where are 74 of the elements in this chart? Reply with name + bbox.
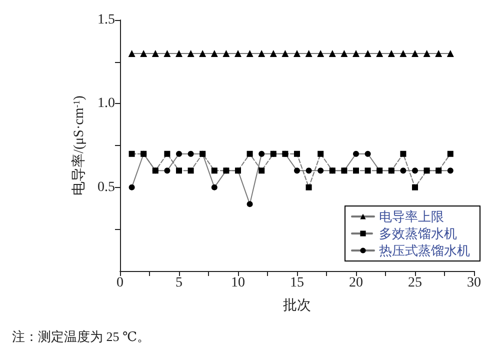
point [294, 150, 300, 157]
text: 注：测定温度为 25 ℃。 [12, 329, 150, 344]
point [294, 50, 300, 57]
y-tick-label: 1.0 [98, 96, 115, 112]
point [294, 168, 300, 174]
point [140, 50, 148, 57]
point [222, 50, 230, 57]
point [246, 201, 253, 208]
point [164, 150, 170, 157]
point [388, 50, 395, 57]
point [412, 50, 418, 57]
point [246, 50, 254, 57]
point [364, 150, 371, 157]
point [176, 150, 182, 157]
point [317, 50, 324, 57]
point [258, 50, 266, 57]
point [364, 168, 371, 174]
point [318, 168, 324, 174]
point [258, 168, 265, 174]
point [176, 168, 182, 174]
x-tick-label: 20 [349, 276, 363, 290]
legend-label: 热压式蒸馏水机 [379, 243, 470, 258]
point [128, 184, 135, 190]
point [188, 168, 194, 174]
y-tick-label: 0.5 [98, 180, 115, 195]
point [328, 50, 336, 57]
point [447, 150, 454, 157]
x-tick-label: 25 [408, 276, 422, 290]
point [352, 50, 360, 57]
point [282, 50, 289, 57]
point [128, 150, 135, 157]
x-tick-label: 30 [467, 276, 481, 290]
point [353, 150, 359, 157]
point [211, 168, 218, 174]
x-tick-label: 5 [176, 276, 182, 290]
point [376, 50, 384, 57]
point [400, 150, 406, 157]
point [258, 150, 265, 157]
point [187, 50, 194, 57]
point [446, 50, 454, 57]
y-tick-label: 1.5 [98, 12, 115, 28]
point [412, 184, 418, 190]
x-tick-label: 0 [116, 276, 124, 290]
legend-label: 多效蒸馏水机 [379, 226, 457, 241]
point [412, 168, 418, 174]
point [199, 50, 206, 57]
x-tick-label: 15 [290, 276, 304, 290]
x-axis-title: 批次 [283, 298, 311, 314]
point [353, 168, 359, 174]
x-tick-label: 10 [231, 276, 245, 290]
point [176, 50, 182, 57]
point [364, 50, 372, 57]
point [400, 168, 406, 174]
point [152, 50, 159, 57]
point [246, 150, 253, 157]
point [270, 50, 277, 57]
point [306, 168, 312, 174]
point [164, 168, 170, 174]
point [447, 168, 454, 174]
point [305, 50, 312, 57]
point [164, 50, 171, 57]
y-axis-title: 电导率/(μS·cm-1) [71, 95, 88, 196]
point [340, 50, 348, 57]
legend-label: 电导率上限 [379, 209, 444, 224]
point [306, 184, 312, 190]
point [435, 50, 442, 57]
point [128, 50, 136, 57]
point [400, 50, 407, 57]
point [423, 50, 430, 57]
point [318, 150, 324, 157]
point [188, 150, 194, 157]
point [211, 184, 218, 190]
point [234, 50, 242, 57]
point [210, 50, 218, 57]
